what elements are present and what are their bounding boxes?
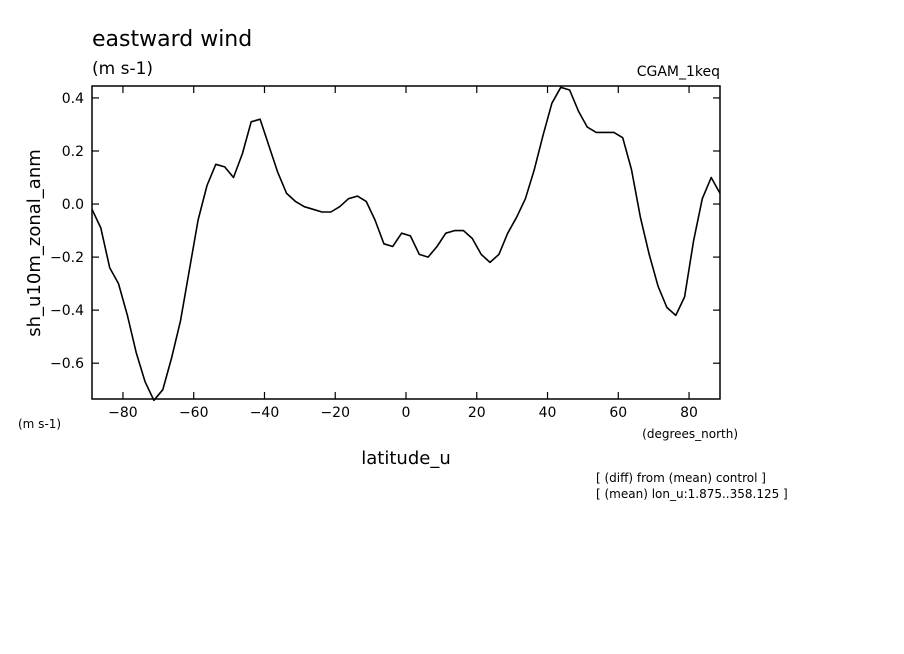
plot-frame	[91, 85, 721, 400]
note-mean: [ (mean) lon_u:1.875..358.125 ]	[596, 487, 788, 501]
note-diff: [ (diff) from (mean) control ]	[596, 471, 766, 485]
y-tick-label: −0.6	[50, 356, 84, 372]
x-axis: −80 −60 −40 −20 0 20 40 60 80	[108, 86, 698, 421]
y-units-label: (m s-1)	[18, 417, 61, 431]
dataset-label: CGAM_1keq	[637, 64, 720, 80]
x-tick-label: −60	[179, 405, 209, 421]
chart-title: eastward wind	[92, 27, 252, 52]
x-tick-label: −20	[320, 405, 350, 421]
y-tick-label: −0.4	[50, 303, 84, 319]
x-tick-label: 20	[468, 405, 486, 421]
x-tick-label: 80	[680, 405, 698, 421]
chart-units: (m s-1)	[92, 59, 153, 79]
y-tick-label: 0.2	[62, 144, 84, 160]
x-axis-label: latitude_u	[361, 448, 450, 469]
x-units-label: (degrees_north)	[642, 427, 738, 441]
x-tick-label: −40	[250, 405, 280, 421]
y-tick-label: 0.4	[62, 91, 84, 107]
y-axis: −0.6 −0.4 −0.2 0.0 0.2 0.4	[50, 91, 720, 372]
y-tick-label: −0.2	[50, 250, 84, 266]
series-line	[91, 86, 721, 402]
y-tick-label: 0.0	[62, 197, 84, 213]
x-tick-label: 60	[609, 405, 627, 421]
x-tick-label: 0	[402, 405, 411, 421]
x-tick-label: −80	[108, 405, 138, 421]
x-tick-label: 40	[539, 405, 557, 421]
y-axis-label: sh_u10m_zonal_anm	[24, 149, 45, 337]
